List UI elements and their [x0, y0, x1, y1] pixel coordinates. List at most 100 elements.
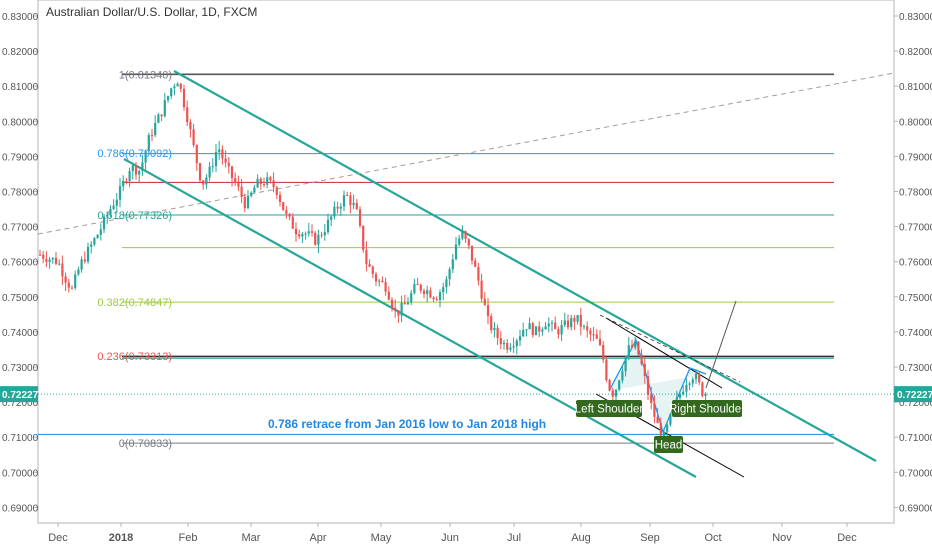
candle — [150, 128, 154, 142]
y-tick-label-left: 0.77000 — [2, 223, 39, 234]
candle-body — [314, 232, 317, 245]
candle — [355, 198, 358, 210]
price-tag-left-text: 0.72227 — [2, 390, 39, 401]
candle-body — [442, 287, 445, 293]
candle — [518, 329, 522, 347]
candle-body — [301, 234, 304, 237]
candle — [598, 329, 602, 347]
candle-body — [307, 231, 310, 234]
candle-body — [592, 334, 595, 336]
candle — [109, 205, 112, 218]
candle-body — [483, 298, 486, 306]
y-tick-label-left: 0.76000 — [2, 258, 39, 269]
candle-body — [182, 88, 186, 108]
price-tag-left: 0.72227 — [0, 386, 39, 403]
candle-body — [704, 394, 707, 396]
candle-body — [179, 83, 182, 89]
candle-body — [192, 129, 195, 146]
candle-body — [554, 322, 557, 330]
candle-body — [410, 293, 413, 303]
candle — [282, 201, 285, 211]
candle — [611, 387, 614, 401]
candle-body — [272, 180, 275, 188]
candle-body — [538, 326, 541, 332]
candle — [448, 267, 451, 287]
candle-body — [394, 307, 397, 311]
candle — [406, 297, 410, 305]
candle — [618, 379, 621, 392]
candle — [458, 234, 461, 247]
head-label-text: Head — [655, 440, 683, 452]
candle-body — [246, 195, 250, 209]
candle — [605, 356, 608, 383]
candle-body — [515, 340, 518, 347]
candle — [538, 321, 541, 337]
candle — [422, 288, 426, 299]
candle-body — [669, 413, 672, 425]
candle-body — [298, 234, 301, 237]
candle-body — [435, 299, 438, 301]
candle — [214, 144, 218, 173]
candle-body — [448, 269, 451, 280]
candle-body — [470, 245, 474, 261]
candle-body — [67, 282, 70, 288]
candle — [266, 171, 269, 189]
candle — [477, 263, 480, 286]
candle — [77, 266, 80, 276]
candle — [336, 201, 339, 214]
y-tick-label-right: 0.77000 — [899, 223, 932, 234]
candle — [413, 278, 416, 295]
candle-body — [74, 274, 77, 288]
candle — [621, 366, 624, 384]
candle-body — [694, 373, 698, 380]
candle — [515, 338, 518, 355]
candle-body — [595, 334, 598, 339]
candle-body — [186, 107, 189, 123]
candle-body — [64, 276, 67, 283]
candle — [682, 385, 685, 396]
candle — [438, 289, 442, 308]
y-tick-label-right: 0.79000 — [899, 152, 932, 163]
right-shoulder-label-bg — [672, 400, 742, 417]
candle — [61, 255, 64, 285]
candle-body — [451, 259, 454, 270]
fib-label: 0.382(0.74847) — [97, 297, 172, 309]
candle — [550, 319, 554, 332]
y-tick-label-right: 0.80000 — [899, 117, 932, 128]
candle-body — [438, 292, 442, 301]
candle — [640, 348, 643, 366]
candle — [208, 161, 211, 182]
candle-body — [566, 320, 570, 328]
candle — [256, 174, 259, 188]
candle-body — [384, 281, 387, 292]
candle-body — [304, 233, 307, 235]
candle — [275, 185, 278, 200]
candle — [362, 225, 365, 253]
candle — [490, 313, 493, 334]
candle-body — [38, 254, 42, 256]
candle — [387, 286, 390, 301]
candle — [358, 206, 362, 228]
candle-body — [150, 135, 154, 137]
candle — [246, 190, 250, 210]
candle — [506, 338, 509, 354]
candle — [650, 387, 653, 410]
candle — [653, 395, 656, 424]
projection-line — [705, 300, 737, 389]
candle-body — [378, 280, 381, 282]
candle — [54, 252, 58, 266]
candle-body — [131, 165, 134, 172]
candle-body — [432, 297, 435, 300]
candle — [602, 341, 605, 363]
candle-body — [310, 231, 314, 233]
left-shoulder-label-text: Left Shoulder — [575, 404, 644, 416]
candle-body — [358, 209, 362, 226]
candle — [378, 278, 381, 287]
candle — [573, 315, 576, 330]
candle-body — [253, 187, 256, 193]
candle — [464, 230, 467, 243]
candle-body — [250, 192, 253, 196]
candle-body — [518, 336, 522, 341]
candle-body — [90, 244, 93, 247]
